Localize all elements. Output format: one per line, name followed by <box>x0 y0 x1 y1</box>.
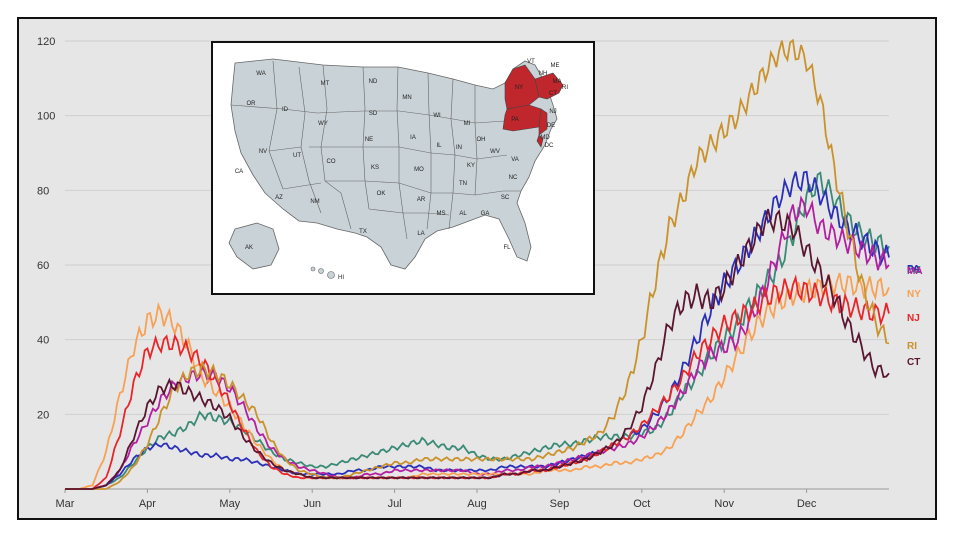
x-axis: Mar Apr May Jun Jul Aug Sep Oct Nov Dec <box>56 489 817 510</box>
series-label-ri: RI <box>907 341 917 352</box>
state-label-nv: NV <box>259 149 267 155</box>
state-label-co: CO <box>327 159 336 165</box>
de-state <box>536 134 544 148</box>
state-label-nm: NM <box>310 199 319 205</box>
state-label-oh: OH <box>477 137 486 143</box>
state-label-ut: UT <box>293 153 301 159</box>
x-tick-label: Aug <box>467 498 487 510</box>
state-label-mo: MO <box>414 167 424 173</box>
series-label-ny: NY <box>907 289 921 300</box>
us-mainland <box>230 58 558 270</box>
y-tick-label: 60 <box>37 260 49 272</box>
state-label-az: AZ <box>275 195 283 201</box>
x-tick-label: Jul <box>388 498 402 510</box>
series-label-ma: MA <box>907 266 923 277</box>
state-label-ct: CT <box>549 91 557 97</box>
state-label-or: OR <box>247 101 257 107</box>
series-label-pa: PA <box>907 264 920 275</box>
state-label-ne: NE <box>365 137 373 143</box>
ny-state <box>504 64 540 110</box>
state-label-wv: WV <box>490 149 500 155</box>
state-label-ny: NY <box>515 85 523 91</box>
x-tick-label: May <box>219 498 240 510</box>
state-label-wi: WI <box>433 113 441 119</box>
state-label-in: IN <box>456 145 462 151</box>
state-label-dc: DC <box>545 143 554 149</box>
state-label-ia: IA <box>410 135 416 141</box>
x-tick-label: Sep <box>550 498 570 510</box>
us-map-inset: WA OR ID MT ND SD MN WI MI NY VT NH ME MA RI CT NJ DE MD DC… <box>211 41 595 295</box>
series-label-ct: CT <box>907 357 920 368</box>
state-label-tn: TN <box>459 181 467 187</box>
series-line-ct <box>65 208 890 490</box>
state-label-la: LA <box>417 231 424 237</box>
state-label-ar: AR <box>417 197 426 203</box>
state-label-al: AL <box>459 211 467 217</box>
state-label-ga: GA <box>481 211 490 217</box>
series-lines <box>65 38 890 490</box>
state-label-md: MD <box>540 135 550 141</box>
state-label-sc: SC <box>501 195 510 201</box>
y-tick-label: 120 <box>37 36 55 48</box>
state-borders <box>230 60 521 240</box>
chart-frame: 20 40 60 80 100 120 Mar Apr May Jun Jul Aug Sep Oct N… <box>17 17 937 520</box>
hawaii <box>310 266 335 279</box>
state-label-ok: OK <box>377 191 386 197</box>
state-label-va: VA <box>511 157 519 163</box>
x-tick-label: Jun <box>303 498 321 510</box>
alaska <box>228 222 280 270</box>
x-tick-label: Oct <box>633 498 650 510</box>
y-axis: 20 40 60 80 100 120 <box>37 36 55 421</box>
state-label-me: ME <box>551 63 560 69</box>
state-label-ma: MA <box>553 79 562 85</box>
state-label-ca: CA <box>235 169 243 175</box>
x-tick-label: Apr <box>139 498 156 510</box>
y-tick-label: 20 <box>37 409 49 421</box>
state-label-mi: MI <box>464 121 471 127</box>
y-tick-label: 100 <box>37 111 55 123</box>
state-label-ri: RI <box>562 85 568 91</box>
state-label-tx: TX <box>359 229 367 235</box>
series-line-ny <box>65 272 890 490</box>
state-label-nd: ND <box>369 79 378 85</box>
state-label-wy: WY <box>318 121 328 127</box>
nj-state <box>538 108 548 136</box>
state-label-hi: HI <box>338 275 344 281</box>
state-label-id: ID <box>282 107 289 113</box>
state-label-de: DE <box>547 123 555 129</box>
series-label-nj: NJ <box>907 313 920 324</box>
y-tick-label: 80 <box>37 185 49 197</box>
y-tick-label: 40 <box>37 335 49 347</box>
state-label-pa: PA <box>511 117 519 123</box>
pa-state <box>502 104 542 132</box>
ct-ri-ma-state <box>534 72 564 100</box>
state-label-mn: MN <box>402 95 411 101</box>
state-label-wa: WA <box>256 71 265 77</box>
line-chart: 20 40 60 80 100 120 Mar Apr May Jun Jul Aug Sep Oct N… <box>37 36 923 510</box>
state-label-sd: SD <box>369 111 378 117</box>
state-label-nc: NC <box>509 175 518 181</box>
state-label-ks: KS <box>371 165 379 171</box>
x-tick-label: Mar <box>56 498 75 510</box>
series-line-pa <box>65 170 890 490</box>
state-label-fl: FL <box>503 245 511 251</box>
state-label-il: IL <box>436 143 442 149</box>
state-label-nh: NH <box>539 71 548 77</box>
state-label-ak: AK <box>245 245 253 251</box>
state-label-vt: VT <box>527 59 535 65</box>
series-line-ri <box>65 38 890 490</box>
state-label-nj: NJ <box>549 109 556 115</box>
state-label-ms: MS <box>437 211 446 217</box>
state-label-ky: KY <box>467 163 475 169</box>
x-tick-label: Nov <box>714 498 734 510</box>
state-label-mt: MT <box>321 81 330 87</box>
x-tick-label: Dec <box>797 498 817 510</box>
series-label-de: DE <box>907 265 921 276</box>
